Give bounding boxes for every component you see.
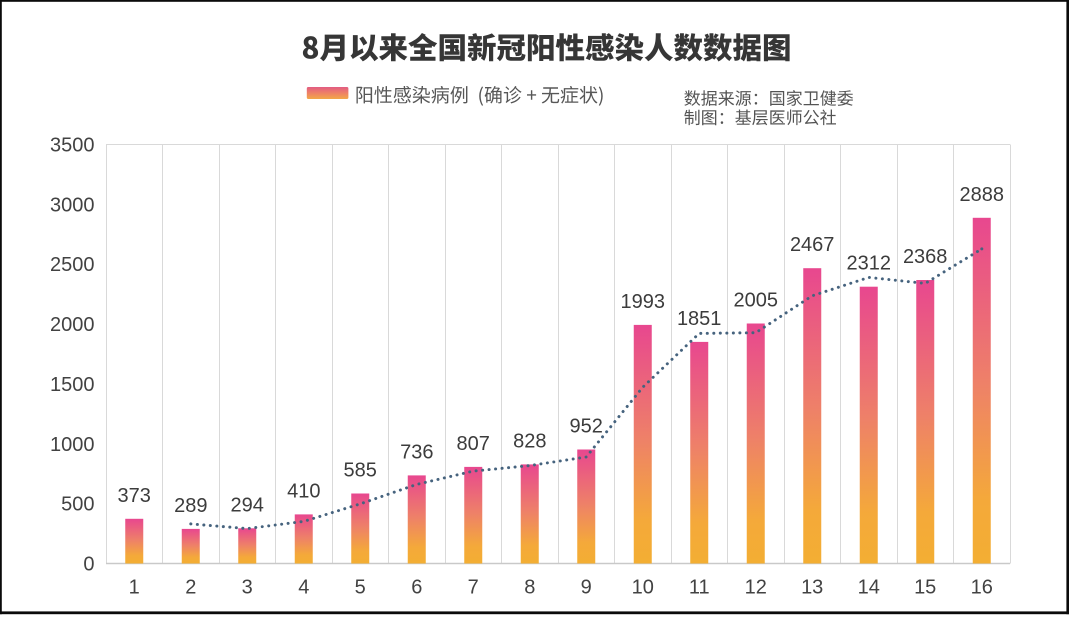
svg-text:952: 952 [570, 416, 603, 438]
svg-text:8: 8 [524, 577, 535, 599]
svg-text:16: 16 [971, 577, 993, 599]
svg-text:2312: 2312 [847, 253, 892, 275]
svg-text:828: 828 [513, 430, 546, 452]
svg-text:289: 289 [174, 495, 207, 517]
svg-text:11: 11 [689, 577, 710, 599]
svg-text:14: 14 [858, 577, 880, 599]
svg-text:10: 10 [632, 577, 654, 599]
svg-text:373: 373 [118, 485, 151, 507]
svg-text:6: 6 [411, 577, 422, 599]
svg-text:2467: 2467 [790, 234, 835, 256]
svg-text:3500: 3500 [50, 135, 95, 157]
svg-text:1000: 1000 [50, 434, 95, 456]
svg-text:294: 294 [231, 494, 264, 516]
svg-text:1851: 1851 [677, 308, 722, 330]
svg-text:12: 12 [745, 577, 767, 599]
svg-text:3000: 3000 [50, 194, 95, 216]
svg-text:2: 2 [185, 577, 196, 599]
svg-text:410: 410 [287, 480, 320, 502]
svg-text:5: 5 [355, 577, 366, 599]
svg-text:2888: 2888 [960, 184, 1005, 206]
svg-text:500: 500 [61, 494, 94, 516]
svg-text:736: 736 [400, 441, 433, 463]
svg-text:7: 7 [468, 577, 479, 599]
svg-text:807: 807 [457, 433, 490, 455]
svg-text:1: 1 [129, 577, 140, 599]
svg-text:3: 3 [242, 577, 253, 599]
svg-text:0: 0 [83, 554, 94, 576]
svg-text:4: 4 [298, 577, 309, 599]
svg-text:1500: 1500 [50, 374, 95, 396]
svg-text:9: 9 [581, 577, 592, 599]
svg-text:15: 15 [914, 577, 936, 599]
svg-text:1993: 1993 [621, 291, 666, 313]
svg-text:2368: 2368 [903, 246, 948, 268]
svg-text:2500: 2500 [50, 254, 95, 276]
svg-text:585: 585 [344, 460, 377, 482]
svg-text:2005: 2005 [734, 290, 779, 312]
svg-text:13: 13 [801, 577, 823, 599]
svg-text:2000: 2000 [50, 314, 95, 336]
